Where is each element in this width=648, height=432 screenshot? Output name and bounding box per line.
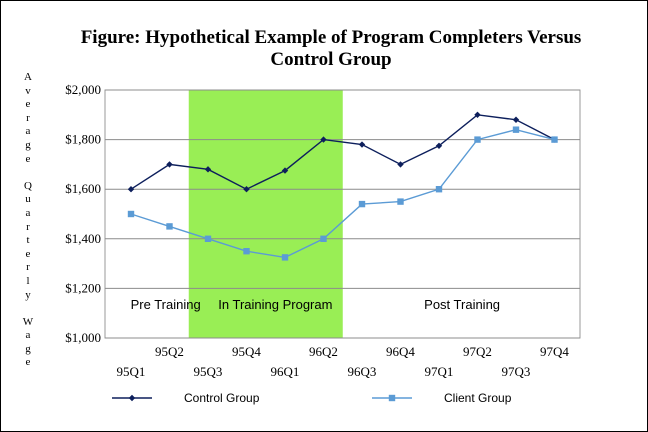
data-point — [320, 136, 327, 143]
x-tick-label: 96Q3 — [348, 364, 377, 379]
series-line-2 — [130, 128, 555, 259]
y-tick-label: $1,200 — [65, 280, 101, 295]
x-tick-label: 97Q2 — [463, 344, 492, 359]
data-point — [474, 111, 481, 118]
x-tick-label: 95Q1 — [117, 364, 146, 379]
y-tick-label: $1,400 — [65, 231, 101, 246]
legend-marker — [388, 394, 396, 402]
data-point — [358, 200, 366, 208]
region-label: Pre Training — [131, 297, 201, 312]
data-point — [243, 248, 250, 255]
y-tick-label: $1,800 — [65, 132, 101, 147]
region-label: Post Training — [424, 297, 500, 312]
data-point — [435, 142, 443, 149]
y-axis-label: A v e r a g e Q u a r t e r l y W a g e — [22, 71, 34, 369]
x-tick-label: 95Q2 — [155, 344, 184, 359]
chart-title-line1: Figure: Hypothetical Example of Program … — [80, 27, 582, 48]
data-point — [281, 167, 289, 174]
data-point — [204, 235, 212, 242]
training-period-band — [188, 90, 343, 338]
chart-title-line2: Control Group — [270, 49, 392, 70]
x-tick-label: 97Q1 — [425, 364, 454, 379]
data-point — [551, 136, 558, 143]
y-tick-label: $1,000 — [65, 330, 101, 345]
x-tick-label: 97Q3 — [502, 364, 531, 379]
data-point — [127, 210, 135, 218]
legend-label: Client Group — [444, 391, 512, 405]
data-point — [204, 166, 212, 173]
data-point — [512, 116, 520, 123]
data-point — [512, 126, 520, 133]
legend-label: Control Group — [184, 391, 260, 405]
x-tick-label: 96Q4 — [386, 344, 415, 359]
data-point — [397, 161, 404, 168]
data-point — [127, 186, 135, 193]
series-line-1 — [130, 114, 555, 190]
data-point — [166, 223, 173, 230]
x-tick-label: 97Q4 — [540, 344, 569, 359]
data-point — [358, 141, 366, 148]
x-tick-label: 95Q3 — [194, 364, 223, 379]
x-tick-label: 95Q4 — [232, 344, 261, 359]
data-point — [320, 235, 327, 242]
data-point — [243, 186, 250, 193]
x-tick-label: 96Q2 — [309, 344, 338, 359]
region-label: In Training Program — [218, 297, 332, 312]
legend-marker — [128, 394, 136, 402]
data-point — [281, 254, 289, 261]
y-tick-label: $2,000 — [65, 82, 101, 97]
data-point — [166, 161, 173, 168]
chart-title: Figure: Hypothetical Example of Program … — [41, 27, 621, 71]
y-tick-label: $1,600 — [65, 181, 101, 196]
data-point — [474, 136, 481, 143]
data-point — [397, 198, 404, 205]
x-tick-label: 96Q1 — [271, 364, 300, 379]
data-point — [435, 186, 443, 193]
